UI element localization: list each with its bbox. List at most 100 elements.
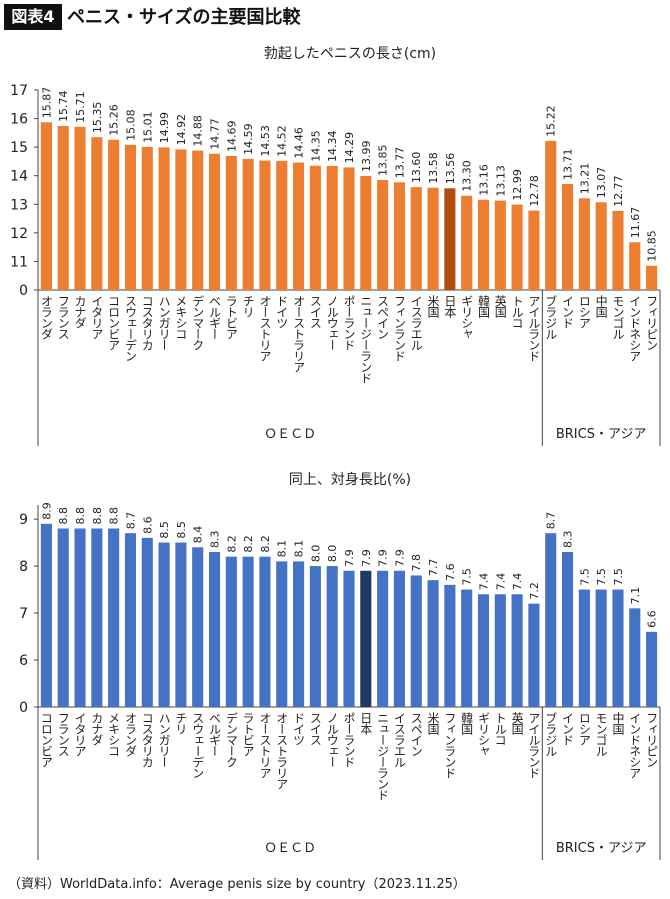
value-label: 15.01 xyxy=(141,111,154,143)
bar xyxy=(393,570,405,707)
y-tick-label: 16 xyxy=(10,112,28,128)
bar xyxy=(309,566,321,707)
bar xyxy=(511,204,523,290)
category-label: 英国 xyxy=(510,712,524,735)
value-label: 7.4 xyxy=(494,573,507,591)
bar xyxy=(242,556,254,707)
category-label: 中国 xyxy=(594,294,608,318)
category-label: スペイン xyxy=(409,712,423,756)
bar xyxy=(57,528,69,707)
bar xyxy=(360,176,372,290)
value-label: 13.30 xyxy=(461,160,474,192)
category-label: モンゴル xyxy=(594,712,608,756)
category-label: メキシコ xyxy=(174,295,188,339)
category-label: スイス xyxy=(308,712,322,746)
bar xyxy=(40,523,52,707)
category-label: ポーランド xyxy=(342,712,356,767)
bar xyxy=(511,594,523,707)
category-label: 日本 xyxy=(443,295,457,319)
bar xyxy=(612,589,624,707)
bar xyxy=(91,528,103,707)
category-label: カナダ xyxy=(90,712,104,746)
category-label: イタリア xyxy=(90,295,104,340)
category-label: ブラジル xyxy=(544,294,558,339)
bar xyxy=(545,140,557,290)
category-label: オランダ xyxy=(123,712,137,757)
bar xyxy=(259,556,271,707)
bar xyxy=(57,126,69,290)
category-label: アイルランド xyxy=(527,712,541,778)
bar xyxy=(427,580,439,707)
value-label: 8.2 xyxy=(259,535,272,553)
group-label: ＯＥＣＤ xyxy=(264,427,316,442)
bar xyxy=(208,551,221,707)
bar xyxy=(74,126,86,290)
category-label: フィリピン xyxy=(645,295,659,350)
bar xyxy=(158,147,170,290)
bar xyxy=(629,608,641,707)
value-label: 13.21 xyxy=(578,163,591,195)
bar xyxy=(477,199,490,290)
value-label: 15.22 xyxy=(545,105,558,137)
group-label: ＯＥＣＤ xyxy=(264,841,316,856)
value-label: 7.7 xyxy=(427,559,440,577)
value-label: 13.13 xyxy=(494,165,507,197)
value-label: 7.4 xyxy=(511,573,524,591)
value-label: 7.5 xyxy=(461,568,474,586)
value-label: 8.7 xyxy=(545,512,558,530)
value-label: 10.85 xyxy=(646,230,659,262)
value-label: 8.8 xyxy=(74,507,87,525)
category-label: ラトビア xyxy=(241,712,255,757)
value-label: 8.6 xyxy=(141,516,154,534)
bar xyxy=(595,202,607,290)
value-label: 14.99 xyxy=(158,112,171,144)
y-tick-label: 7 xyxy=(19,606,28,622)
bar xyxy=(326,166,338,290)
bar xyxy=(646,631,658,707)
bar xyxy=(141,537,153,707)
bar xyxy=(629,242,641,290)
category-label: トルコ xyxy=(510,295,524,328)
value-label: 8.0 xyxy=(326,545,339,563)
category-label: インドネシア xyxy=(628,712,642,779)
bar xyxy=(377,180,389,290)
value-label: 7.5 xyxy=(612,568,625,586)
y-tick-label: 12 xyxy=(10,226,28,242)
value-label: 13.58 xyxy=(427,152,440,184)
category-label: オーストラリア xyxy=(292,295,306,373)
bar xyxy=(410,575,422,707)
bar xyxy=(208,153,221,290)
value-label: 8.3 xyxy=(562,530,575,548)
bar xyxy=(40,122,52,291)
bar xyxy=(528,603,540,707)
category-label: デンマーク xyxy=(191,295,205,351)
value-label: 15.26 xyxy=(108,104,121,136)
y-tick-label: 13 xyxy=(10,197,28,213)
value-label: 8.1 xyxy=(293,540,306,558)
value-label: 13.85 xyxy=(377,145,390,177)
category-label: スウェーデン xyxy=(123,295,137,361)
value-label: 8.2 xyxy=(225,535,238,553)
category-label: オランダ xyxy=(39,295,53,340)
category-label: ベルギー xyxy=(208,712,222,756)
value-label: 8.8 xyxy=(91,507,104,525)
value-label: 7.1 xyxy=(629,587,642,605)
bar xyxy=(276,160,288,290)
category-label: オーストラリア xyxy=(275,712,289,790)
value-label: 14.35 xyxy=(309,130,322,162)
value-label: 8.2 xyxy=(242,535,255,553)
category-label: インド xyxy=(561,295,575,328)
value-label: 7.8 xyxy=(410,554,423,572)
value-label: 7.9 xyxy=(377,549,390,567)
bar xyxy=(578,198,590,290)
value-label: 13.71 xyxy=(562,149,575,181)
value-label: 14.53 xyxy=(259,125,272,157)
category-label: ブラジル xyxy=(544,711,558,756)
category-label: モンゴル xyxy=(611,295,625,339)
value-label: 8.9 xyxy=(40,502,53,520)
bar xyxy=(242,158,254,290)
value-label: 6.6 xyxy=(646,610,659,628)
value-label: 7.9 xyxy=(360,549,373,567)
category-label: 日本 xyxy=(359,712,373,736)
